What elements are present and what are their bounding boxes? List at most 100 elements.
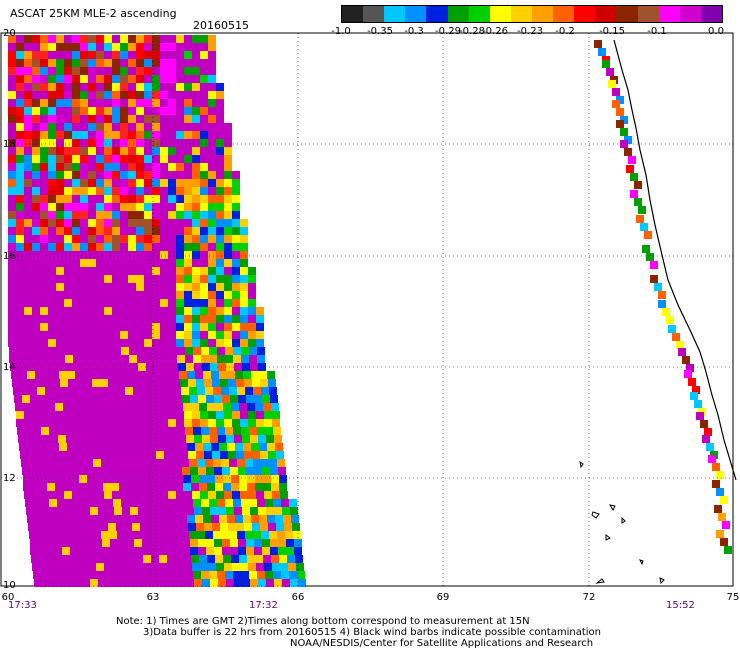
wind-cell: [169, 499, 177, 507]
wind-cell: [128, 123, 136, 131]
wind-cell: [241, 427, 249, 435]
lon-label-69: 69: [436, 592, 450, 603]
wind-cell: [72, 179, 80, 187]
wind-cell: [88, 179, 96, 187]
wind-cell: [136, 115, 144, 123]
wind-cell: [184, 171, 192, 179]
wind-cell: [93, 459, 101, 467]
wind-cell: [144, 275, 152, 283]
wind-cell: [250, 507, 258, 515]
wind-cell: [238, 395, 246, 403]
wind-cell: [129, 347, 137, 355]
wind-cell: [8, 219, 16, 227]
wind-cell: [246, 539, 254, 547]
wind-cell: [24, 187, 32, 195]
wind-cell: [176, 203, 184, 211]
wind-cell: [80, 131, 88, 139]
wind-cell: [46, 467, 54, 475]
wind-cell: [185, 427, 193, 435]
wind-cell: [26, 507, 34, 515]
wind-cell: [241, 571, 249, 579]
wind-cell: [232, 339, 240, 347]
wind-cell: [164, 451, 172, 459]
wind-cell: [120, 99, 128, 107]
wind-cell: [160, 339, 168, 347]
wind-cell: [176, 275, 184, 283]
wind-cell: [200, 267, 208, 275]
wind-cell: [192, 275, 200, 283]
wind-cell: [682, 356, 690, 364]
wind-cell: [32, 307, 40, 315]
wind-cell: [608, 80, 616, 88]
wind-cell: [262, 395, 270, 403]
wind-cell: [16, 331, 24, 339]
wind-cell: [216, 219, 224, 227]
wind-cell: [57, 499, 65, 507]
wind-cell: [247, 483, 255, 491]
wind-cell: [164, 379, 172, 387]
wind-cell: [37, 387, 45, 395]
wind-cell: [8, 91, 16, 99]
wind-cell: [208, 307, 216, 315]
wind-cell: [53, 459, 61, 467]
wind-cell: [152, 67, 160, 75]
wind-cell: [237, 531, 245, 539]
wind-cell: [229, 387, 237, 395]
wind-cell: [80, 147, 88, 155]
wind-cell: [104, 259, 112, 267]
wind-cell: [24, 59, 32, 67]
wind-cell: [200, 35, 208, 43]
wind-cell: [200, 323, 208, 331]
wind-cell: [104, 67, 112, 75]
wind-cell: [176, 83, 184, 91]
wind-cell: [120, 315, 128, 323]
wind-cell: [264, 563, 272, 571]
wind-cell: [257, 347, 265, 355]
wind-cell: [88, 123, 96, 131]
wind-cell: [64, 419, 72, 427]
wind-cell: [96, 323, 104, 331]
wind-cell: [219, 443, 227, 451]
wind-cell: [200, 243, 208, 251]
wind-cell: [208, 291, 216, 299]
wind-cell: [180, 451, 188, 459]
wind-cell: [180, 523, 188, 531]
wind-cell: [16, 75, 24, 83]
wind-cell: [48, 35, 56, 43]
wind-cell: [16, 307, 24, 315]
wind-cell: [216, 251, 224, 259]
wind-cell: [16, 339, 24, 347]
wind-cell: [56, 195, 64, 203]
wind-cell: [244, 379, 252, 387]
wind-cell: [215, 403, 223, 411]
wind-cell: [96, 291, 104, 299]
wind-cell: [165, 387, 173, 395]
wind-cell: [29, 531, 37, 539]
wind-cell: [53, 387, 61, 395]
wind-cell: [160, 171, 168, 179]
wind-cell: [144, 179, 152, 187]
wind-cell: [96, 179, 104, 187]
wind-cell: [158, 395, 166, 403]
wind-cell: [128, 195, 136, 203]
wind-cell: [40, 235, 48, 243]
wind-cell: [112, 59, 120, 67]
wind-cell: [175, 403, 183, 411]
wind-cell: [208, 75, 216, 83]
wind-cell: [48, 43, 56, 51]
wind-cell: [64, 291, 72, 299]
wind-cell: [252, 523, 260, 531]
wind-cell: [267, 515, 275, 523]
wind-cell: [48, 115, 56, 123]
wind-cell: [56, 131, 64, 139]
wind-cell: [88, 339, 96, 347]
wind-cell: [72, 51, 80, 59]
wind-cell: [71, 403, 79, 411]
wind-cell: [184, 35, 192, 43]
wind-cell: [88, 139, 96, 147]
wind-cell: [247, 555, 255, 563]
scale-swatch: [700, 6, 722, 22]
wind-cell: [250, 579, 258, 587]
wind-cell: [17, 347, 25, 355]
wind-cell: [71, 475, 79, 483]
